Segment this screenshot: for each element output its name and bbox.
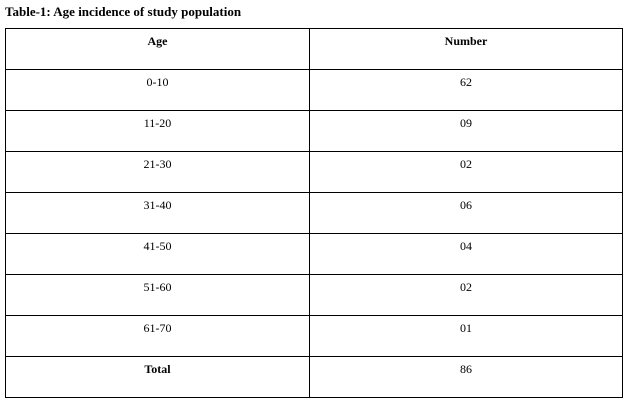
table-cell: 09 bbox=[309, 110, 623, 152]
header-cell: Number bbox=[309, 28, 623, 70]
table-cell: 02 bbox=[309, 151, 623, 193]
table-cell: 21-30 bbox=[5, 151, 310, 193]
table-row: 41-50 04 bbox=[5, 233, 623, 275]
table-cell: 11-20 bbox=[5, 110, 310, 152]
table-cell: 86 bbox=[309, 356, 623, 398]
table-row: 11-20 09 bbox=[5, 110, 623, 152]
table-cell: 06 bbox=[309, 192, 623, 234]
table-head: Age Number bbox=[5, 28, 623, 70]
table-row: 21-30 02 bbox=[5, 151, 623, 193]
header-cell: Age bbox=[5, 28, 310, 70]
table-row: 31-40 06 bbox=[5, 192, 623, 234]
table-cell: 02 bbox=[309, 274, 623, 316]
table-cell: 61-70 bbox=[5, 315, 310, 357]
table-cell: 0-10 bbox=[5, 69, 310, 111]
table-cell: 01 bbox=[309, 315, 623, 357]
table-cell: 62 bbox=[309, 69, 623, 111]
table-row: 0-10 62 bbox=[5, 69, 623, 111]
table-row: 51-60 02 bbox=[5, 274, 623, 316]
table-row: 61-70 01 bbox=[5, 315, 623, 357]
table-cell: Total bbox=[5, 356, 310, 398]
table-title: Table-1: Age incidence of study populati… bbox=[5, 4, 242, 19]
table-cell: 04 bbox=[309, 233, 623, 275]
table-cell: 41-50 bbox=[5, 233, 310, 275]
table-row: Total 86 bbox=[5, 356, 623, 398]
age-table: Age Number 0-10 62 11-20 09 21-30 02 31-40 06 41-… bbox=[5, 28, 623, 398]
header-row: Age Number bbox=[5, 28, 623, 70]
table-cell: 51-60 bbox=[5, 274, 310, 316]
table-body: 0-10 62 11-20 09 21-30 02 31-40 06 41-50 04 51-60 0… bbox=[5, 69, 623, 398]
table-cell: 31-40 bbox=[5, 192, 310, 234]
